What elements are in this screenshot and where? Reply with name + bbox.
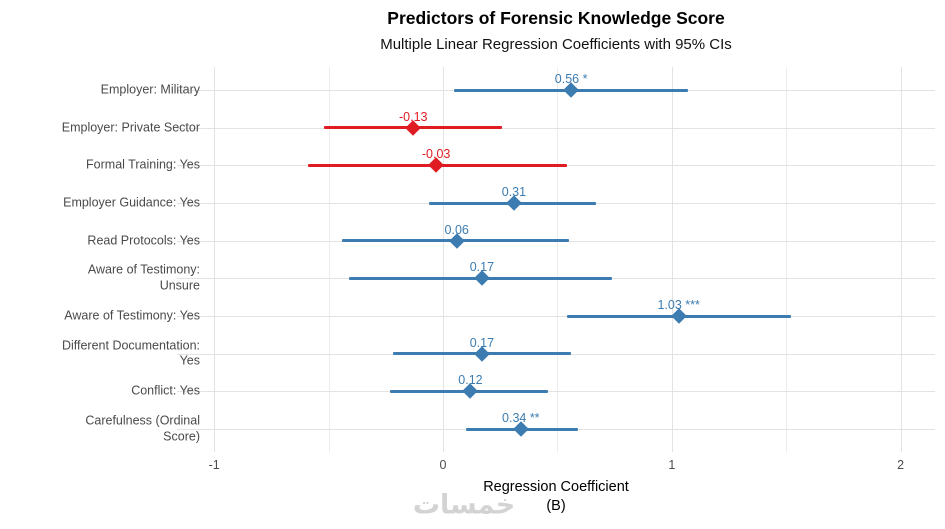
x-axis-title-line1: Regression Coefficient	[483, 479, 629, 495]
chart-title: Predictors of Forensic Knowledge Score	[387, 8, 725, 28]
x-tick-label: -1	[208, 458, 220, 472]
gridline-vertical-major	[900, 67, 902, 452]
value-label: 0.56 *	[554, 72, 588, 86]
value-label: -0.13	[399, 109, 428, 124]
x-tick-label: 1	[668, 458, 676, 472]
y-axis-label: Employer: Military	[100, 82, 200, 97]
y-axis-label: Different Documentation: Yes	[61, 338, 200, 368]
gridline-vertical-major	[214, 67, 216, 452]
y-axis-label: Formal Training: Yes	[86, 157, 200, 172]
gridline-vertical-minor	[557, 67, 559, 452]
gridline-horizontal	[177, 391, 935, 393]
x-tick-label: 0	[439, 458, 447, 472]
x-axis-title-line2: (B)	[546, 498, 566, 514]
gridline-horizontal	[177, 316, 935, 318]
value-label: 0.17	[469, 260, 495, 275]
gridline-vertical-minor	[328, 67, 330, 452]
value-label: 0.17	[469, 335, 495, 350]
y-axis-label: Aware of Testimony: Yes	[64, 308, 200, 323]
y-axis-label: Aware of Testimony: Unsure	[87, 262, 200, 293]
value-label: 1.03 ***	[657, 298, 700, 313]
y-axis-label: Conflict: Yes	[131, 383, 200, 398]
gridline-vertical-major	[671, 67, 673, 452]
value-label: 0.12	[458, 373, 483, 388]
watermark: خمسات	[412, 489, 516, 521]
gridline-vertical-minor	[786, 67, 788, 452]
value-label: 0.06	[444, 222, 469, 237]
y-axis-label: Read Protocols: Yes	[87, 232, 200, 247]
y-axis-label: Employer: Private Sector	[61, 119, 200, 134]
gridline-vertical-major	[443, 67, 444, 452]
value-label: 0.34 **	[502, 411, 540, 426]
y-axis-label: Employer Guidance: Yes	[63, 195, 200, 210]
chart-subtitle: Multiple Linear Regression Coefficients …	[380, 36, 732, 53]
value-label: -0.03	[421, 147, 451, 162]
x-tick-label: 2	[897, 458, 905, 472]
gridline-horizontal	[177, 127, 935, 129]
value-label: 0.31	[501, 185, 527, 199]
y-axis-label: Carefulness (Ordinal Score)	[85, 413, 200, 444]
